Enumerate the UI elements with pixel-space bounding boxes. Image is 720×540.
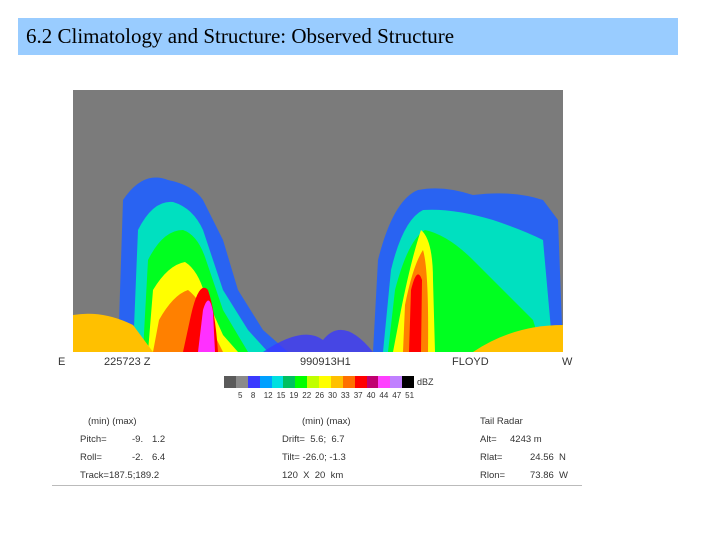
rlon-value: 73.86 W <box>530 470 569 481</box>
roll-min: -2. <box>132 452 144 463</box>
reflectivity-blobs <box>73 90 563 352</box>
colorbar-tick-label: 51 <box>405 391 415 400</box>
radar-cross-section-image <box>73 90 563 352</box>
flight-id-label: 990913H1 <box>300 356 351 368</box>
colorbar-swatch <box>247 376 260 388</box>
dbz-colorbar <box>224 376 414 388</box>
tilt-value: Tilt= -26.0; -1.3 <box>282 452 346 463</box>
dimensions-value: 120 X 20 km <box>282 470 344 481</box>
slide-title: 6.2 Climatology and Structure: Observed … <box>26 24 455 48</box>
colorbar-swatch <box>307 376 319 388</box>
colorbar-tick-label: 8 <box>250 391 256 400</box>
colorbar-swatch <box>330 376 343 388</box>
colorbar-swatch <box>354 376 367 388</box>
storm-name-label: FLOYD <box>452 356 489 368</box>
left-direction-label: E <box>58 356 66 368</box>
colorbar-swatch <box>295 376 308 388</box>
col2-header: (min) (max) <box>302 416 351 427</box>
colorbar-swatch <box>319 376 331 388</box>
drift-value: Drift= 5.6; 6.7 <box>282 434 345 445</box>
slide-title-bar: 6.2 Climatology and Structure: Observed … <box>18 18 678 55</box>
colorbar-swatch <box>402 376 414 388</box>
colorbar-tick-label: 15 <box>276 391 286 400</box>
colorbar-swatch <box>390 376 403 388</box>
colorbar-tick-label: 26 <box>315 391 325 400</box>
colorbar-unit-label: dBZ <box>417 377 434 387</box>
colorbar-swatch <box>235 376 248 388</box>
colorbar-ticks: 5 8 12 15 19 22 26 30 33 37 40 44 47 51 <box>238 391 418 403</box>
colorbar-swatch <box>271 376 284 388</box>
colorbar-tick-label: 5 <box>238 391 243 400</box>
colorbar-tick-label: 47 <box>392 391 402 400</box>
rlon-label: Rlon= <box>480 470 506 481</box>
pitch-label: Pitch= <box>80 434 107 445</box>
rlat-label: Rlat= <box>480 452 503 463</box>
track-value: Track=187.5;189.2 <box>80 470 160 481</box>
colorbar-tick-label: 33 <box>340 391 350 400</box>
colorbar-tick-label: 30 <box>328 391 337 400</box>
colorbar-tick-label: 22 <box>302 391 312 400</box>
radar-axis-labels: E 225723 Z 990913H1 FLOYD W <box>52 354 582 372</box>
colorbar-swatch <box>224 376 236 388</box>
colorbar-swatch <box>259 376 272 388</box>
time-label: 225723 Z <box>104 356 151 368</box>
colorbar-tick-label: 19 <box>289 391 299 400</box>
colorbar-tick-label: 40 <box>366 391 376 400</box>
colorbar-swatch <box>283 376 296 388</box>
alt-value: 4243 m <box>510 434 542 445</box>
rlat-value: 24.56 N <box>530 452 566 463</box>
radar-figure: E 225723 Z 990913H1 FLOYD W dBZ 5 8 12 15 19… <box>52 86 582 486</box>
colorbar-swatch <box>366 376 379 388</box>
colorbar-tick-label: 44 <box>379 391 389 400</box>
pitch-max: 1.2 <box>152 434 166 445</box>
flight-stats: (min) (max) Pitch= -9. 1.2 Roll= -2. 6.4… <box>52 416 582 486</box>
pitch-min: -9. <box>132 434 144 445</box>
col1-header: (min) (max) <box>88 416 137 427</box>
roll-label: Roll= <box>80 452 102 463</box>
colorbar-swatch <box>378 376 391 388</box>
colorbar-swatch <box>342 376 355 388</box>
col3-header: Tail Radar <box>480 416 523 427</box>
roll-max: 6.4 <box>152 452 166 463</box>
right-direction-label: W <box>562 356 573 368</box>
colorbar-tick-label: 37 <box>353 391 363 400</box>
colorbar-tick-label: 12 <box>263 391 273 400</box>
bottom-divider <box>52 485 582 486</box>
alt-label: Alt= <box>480 434 497 445</box>
